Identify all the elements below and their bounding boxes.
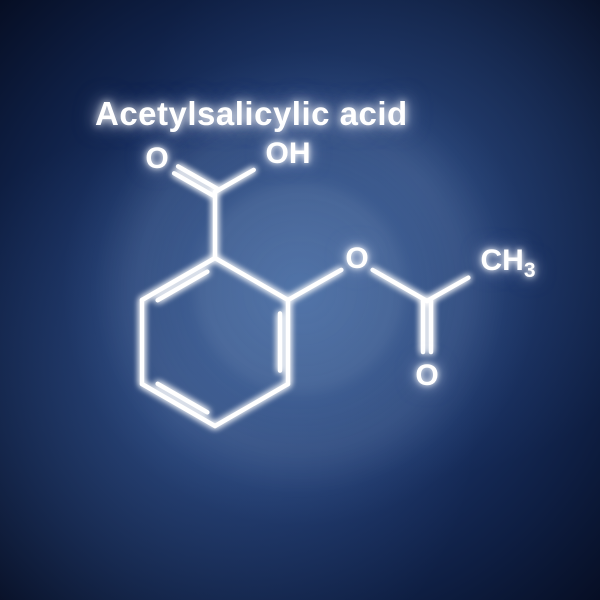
atom-label: OH	[266, 137, 311, 171]
molecule-structure	[0, 0, 600, 600]
figure-canvas: Acetylsalicylic acid OOHOOCH3	[0, 0, 600, 600]
atom-label: CH3	[480, 244, 535, 278]
atom-label: O	[345, 242, 368, 276]
atom-label: O	[415, 359, 438, 393]
atom-label: O	[145, 142, 168, 176]
